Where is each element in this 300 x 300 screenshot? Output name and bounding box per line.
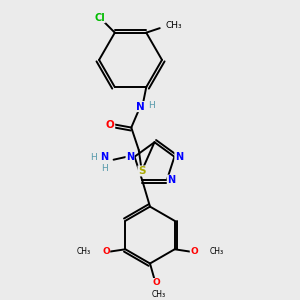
- Text: O: O: [190, 247, 198, 256]
- Text: N: N: [100, 152, 109, 162]
- Text: S: S: [138, 166, 146, 176]
- Text: N: N: [126, 152, 134, 162]
- Text: CH₃: CH₃: [76, 247, 90, 256]
- Text: O: O: [106, 119, 115, 130]
- Text: Cl: Cl: [94, 13, 105, 23]
- Text: H: H: [148, 100, 155, 109]
- Text: N: N: [175, 152, 183, 162]
- Text: O: O: [102, 247, 110, 256]
- Text: H: H: [101, 164, 108, 173]
- Text: CH₃: CH₃: [210, 247, 224, 256]
- Text: H: H: [90, 153, 97, 162]
- Text: N: N: [167, 175, 176, 185]
- Text: O: O: [152, 278, 160, 287]
- Text: N: N: [136, 102, 145, 112]
- Text: CH₃: CH₃: [166, 21, 182, 30]
- Text: CH₃: CH₃: [152, 290, 166, 299]
